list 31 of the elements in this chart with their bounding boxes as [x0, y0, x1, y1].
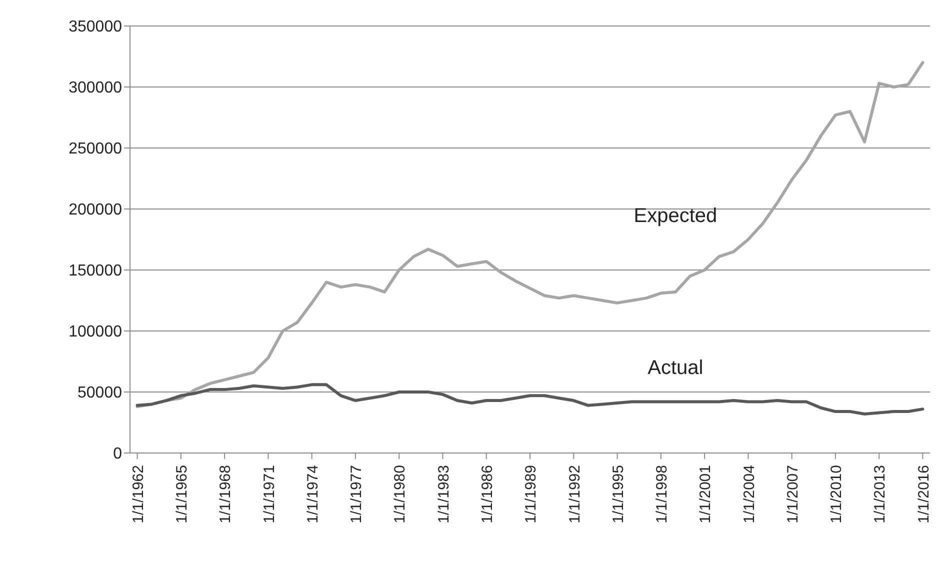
x-tick-label: 1/1/1998	[654, 465, 671, 524]
x-tick-label: 1/1/1971	[260, 465, 278, 524]
y-tick-label: 250000	[68, 140, 122, 158]
y-tick-label: 100000	[68, 324, 122, 341]
y-tick-label: 300000	[68, 80, 122, 97]
x-tick-label: 1/1/2013	[872, 465, 889, 524]
series-label: Expected	[634, 204, 718, 227]
x-tick-label: 1/1/2004	[740, 465, 758, 524]
x-tick-label: 1/1/2007	[784, 465, 802, 524]
x-tick-label: 1/1/1986	[479, 465, 496, 524]
y-tick-label: 50000	[78, 384, 122, 402]
x-tick-label: 1/1/1962	[130, 465, 147, 524]
x-tick-label: 1/1/2001	[697, 465, 714, 524]
series-label: Actual	[648, 356, 704, 379]
y-tick-label: 200000	[68, 202, 122, 219]
x-tick-label: 1/1/1983	[435, 465, 452, 524]
x-tick-label: 1/1/1992	[566, 465, 584, 524]
x-tick-label: 1/1/2016	[915, 465, 932, 524]
x-tick-label: 1/1/1968	[217, 465, 234, 524]
line-series	[136, 383, 924, 416]
x-tick-label: 1/1/1980	[392, 465, 409, 524]
y-tick-label: 350000	[68, 18, 122, 36]
line-series	[136, 61, 924, 408]
y-tick-label: 0	[113, 446, 122, 463]
x-tick-label: 1/1/1974	[304, 465, 322, 524]
y-tick-label: 150000	[68, 262, 122, 280]
x-tick-label: 1/1/1977	[348, 465, 366, 524]
x-tick-label: 1/1/1965	[174, 465, 191, 524]
x-tick-label: 1/1/1989	[522, 465, 540, 524]
x-tick-label: 1/1/2010	[828, 465, 846, 524]
x-tick-label: 1/1/1995	[610, 465, 627, 524]
